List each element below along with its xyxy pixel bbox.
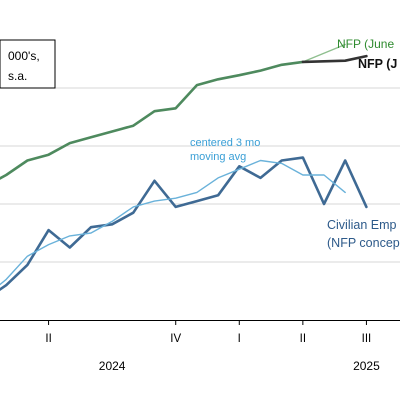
x-tick-label: II bbox=[300, 333, 306, 345]
series-label-nfp: NFP (J bbox=[358, 57, 397, 71]
annotation-moving-avg-line1: centered 3 mo bbox=[190, 137, 260, 149]
annotation-civilian-emp-line2: (NFP concep bbox=[327, 236, 400, 250]
year-label: 2025 bbox=[353, 359, 380, 373]
series-lines bbox=[0, 43, 368, 292]
x-tick-label: III bbox=[362, 333, 372, 345]
series-line bbox=[0, 60, 305, 180]
year-label: 2024 bbox=[99, 359, 126, 373]
series-labels: NFP (June NFP (J centered 3 mo moving av… bbox=[190, 37, 400, 250]
annotation-moving-avg-line2: moving avg bbox=[190, 151, 246, 163]
unit-label-box-frame bbox=[0, 39, 56, 89]
unit-label-line1: 000's, bbox=[8, 49, 40, 63]
unit-label-box: 000's, s.a. bbox=[0, 39, 56, 89]
series-line bbox=[0, 159, 346, 286]
series-line bbox=[301, 54, 368, 64]
x-tick-label: I bbox=[238, 333, 241, 345]
series-line bbox=[302, 43, 346, 63]
series-label-nfp-june: NFP (June bbox=[337, 37, 394, 51]
annotation-civilian-emp-line1: Civilian Emp bbox=[327, 218, 397, 232]
x-tick-label: IV bbox=[170, 333, 181, 345]
x-tick-label: II bbox=[45, 333, 51, 345]
unit-label-line2: s.a. bbox=[8, 69, 27, 83]
series-line bbox=[0, 156, 368, 292]
